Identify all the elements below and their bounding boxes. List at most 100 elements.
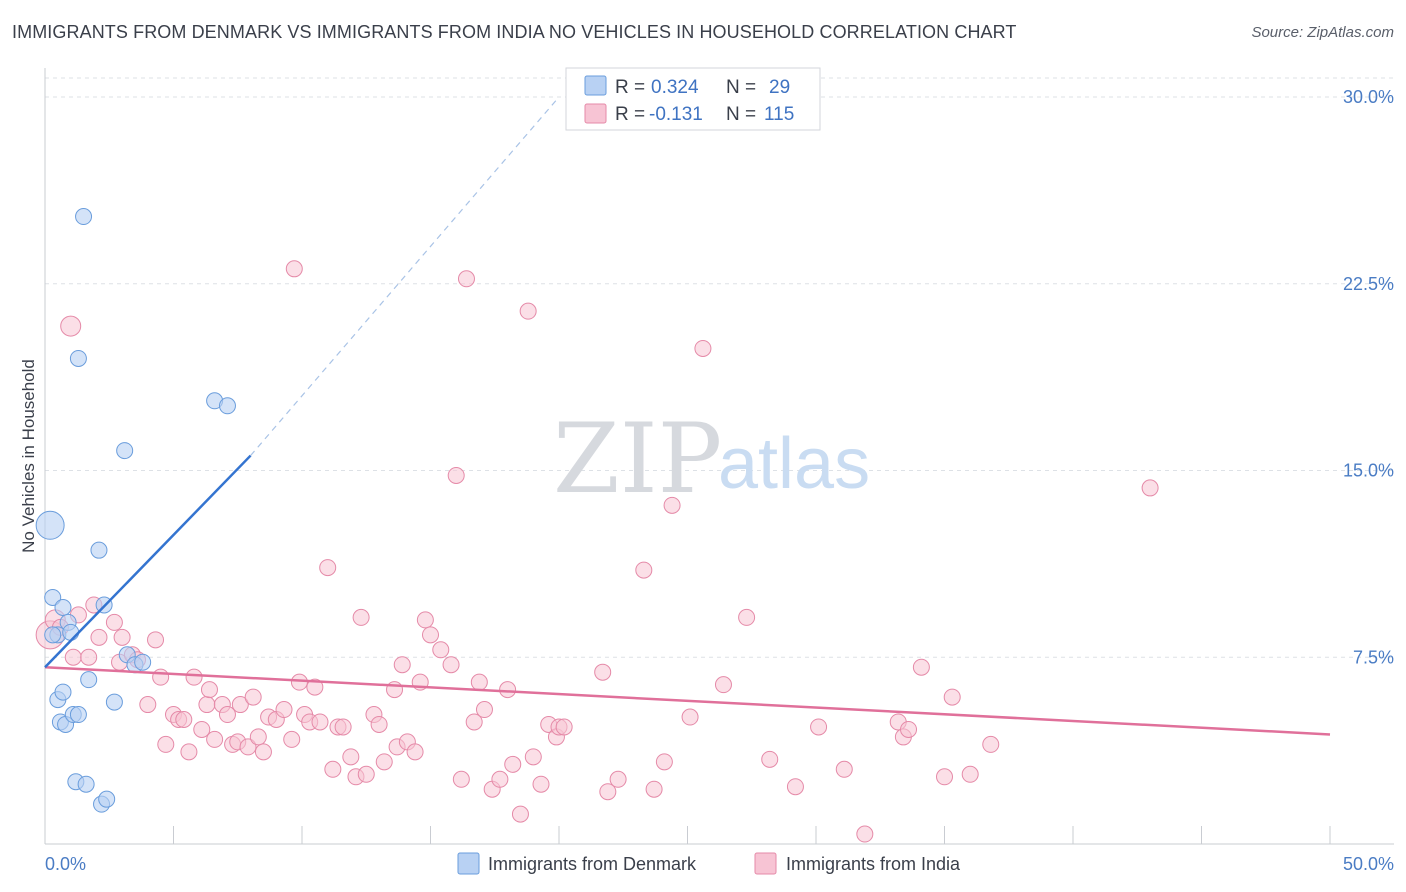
india-point xyxy=(447,466,465,484)
legend-swatch-india xyxy=(584,103,607,124)
india-point xyxy=(786,778,804,796)
india-point xyxy=(113,628,131,646)
bottom-legend-swatch-india xyxy=(754,852,777,875)
y-tick-label: 15.0% xyxy=(1343,461,1394,481)
india-point xyxy=(555,718,573,736)
india-point xyxy=(912,658,930,676)
legend-n-value-denmark: 29 xyxy=(769,77,790,98)
india-point xyxy=(393,656,411,674)
india-point xyxy=(198,696,216,714)
watermark-zip: ZIP xyxy=(553,403,722,515)
chart-title: IMMIGRANTS FROM DENMARK VS IMMIGRANTS FR… xyxy=(12,22,1017,42)
india-point xyxy=(152,668,170,686)
denmark-point xyxy=(44,626,62,644)
india-point xyxy=(609,770,627,788)
india-point xyxy=(206,730,224,748)
denmark-point xyxy=(218,397,236,415)
denmark-point xyxy=(62,623,80,641)
india-point xyxy=(432,641,450,659)
denmark-point xyxy=(54,683,72,701)
denmark-trend-line xyxy=(44,454,252,669)
india-point xyxy=(105,613,123,631)
india-trend-line xyxy=(44,665,1331,736)
x-tick-label-max: 50.0% xyxy=(1343,854,1394,874)
india-point xyxy=(599,783,617,801)
india-point xyxy=(306,678,324,696)
denmark-point xyxy=(77,775,95,793)
india-point xyxy=(1141,479,1159,497)
india-point xyxy=(342,748,360,766)
india-point xyxy=(334,718,352,736)
india-point xyxy=(810,718,828,736)
india-point xyxy=(635,561,653,579)
india-point xyxy=(357,765,375,783)
india-point xyxy=(185,668,203,686)
india-point xyxy=(663,496,681,514)
series-legend: Immigrants from Denmark Immigrants from … xyxy=(457,852,961,875)
india-point xyxy=(475,701,493,719)
india-point xyxy=(835,760,853,778)
denmark-point xyxy=(69,349,87,367)
bottom-legend-label-denmark: Immigrants from Denmark xyxy=(488,854,697,874)
india-point xyxy=(655,753,673,771)
y-tick-label: 7.5% xyxy=(1353,647,1394,667)
india-point xyxy=(738,608,756,626)
india-point xyxy=(175,711,193,728)
denmark-point xyxy=(44,588,62,606)
bottom-legend-swatch-denmark xyxy=(457,852,480,875)
watermark-atlas: atlas xyxy=(718,424,870,504)
india-point xyxy=(180,743,198,761)
y-tick-label: 22.5% xyxy=(1343,274,1394,294)
india-point xyxy=(856,825,874,843)
legend-n-value-india: 115 xyxy=(764,104,794,125)
india-point xyxy=(244,688,262,706)
india-point xyxy=(193,720,211,738)
denmark-point xyxy=(105,693,123,711)
india-point xyxy=(370,715,388,733)
india-point xyxy=(594,663,612,681)
legend-box xyxy=(565,67,821,131)
legend-r-label-india: R = xyxy=(615,104,645,125)
india-point xyxy=(319,559,337,577)
india-point xyxy=(714,676,732,694)
india-point xyxy=(139,696,157,714)
india-point xyxy=(147,631,165,649)
india-point xyxy=(465,713,483,731)
legend-n-label-india: N = xyxy=(726,104,756,125)
india-point xyxy=(200,681,218,699)
axes xyxy=(44,68,1394,845)
india-point xyxy=(452,770,470,788)
denmark-point xyxy=(90,541,108,559)
india-point xyxy=(375,753,393,771)
india-point xyxy=(80,648,98,666)
bottom-legend-label-india: Immigrants from India xyxy=(786,854,961,874)
india-point xyxy=(290,673,308,691)
india-point xyxy=(943,688,961,706)
india-point xyxy=(283,730,301,748)
correlation-legend: R = 0.324 N = 29 R = -0.131 N = 115 xyxy=(565,67,821,131)
denmark-trend-extension xyxy=(250,96,560,456)
india-point xyxy=(645,780,663,798)
trend-lines xyxy=(44,96,1331,736)
y-tick-label: 30.0% xyxy=(1343,87,1394,107)
legend-swatch-denmark xyxy=(584,75,607,96)
y-axis-label: No Vehicles in Household xyxy=(19,359,38,553)
source-label: Source: ZipAtlas.com xyxy=(1251,24,1394,41)
grid-lines xyxy=(45,77,1394,658)
india-point xyxy=(532,775,550,793)
india-point xyxy=(470,673,488,691)
india-point xyxy=(157,735,175,753)
denmark-point xyxy=(69,706,87,724)
india-point xyxy=(254,743,272,761)
legend-r-label-denmark: R = xyxy=(615,77,645,98)
india-point xyxy=(681,708,699,726)
india-point xyxy=(249,728,267,746)
india-point xyxy=(442,656,460,674)
india-point xyxy=(231,696,249,714)
denmark-points xyxy=(35,208,236,813)
india-point xyxy=(239,738,257,756)
india-point xyxy=(936,768,953,786)
india-point xyxy=(60,315,82,337)
denmark-point xyxy=(134,653,152,671)
